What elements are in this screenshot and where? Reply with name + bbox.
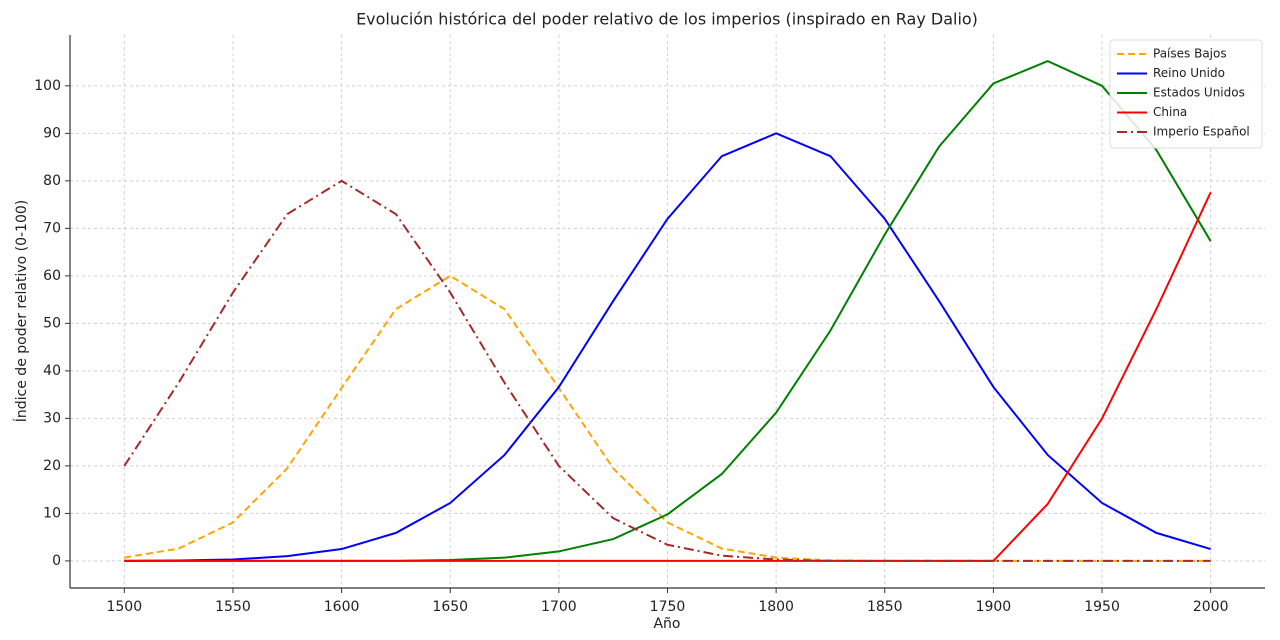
x-tick-label: 1500 [106, 599, 142, 615]
series-line [123, 179, 1211, 562]
x-tick-label: 1700 [541, 599, 577, 615]
legend-label: Estados Unidos [1153, 86, 1245, 100]
y-tick-label: 20 [43, 458, 61, 474]
legend-box [1109, 39, 1263, 149]
legend-label: Países Bajos [1153, 47, 1227, 61]
y-tick-label: 40 [43, 363, 61, 379]
y-tick-label: 50 [43, 315, 61, 331]
x-tick-label: 1950 [1084, 599, 1120, 615]
x-tick-label: 1550 [215, 599, 251, 615]
y-axis-label: Índice de poder relativo (0-100) [13, 200, 30, 422]
x-tick-label: 1600 [324, 599, 360, 615]
y-tick-label: 100 [34, 78, 61, 94]
x-tick-label: 1750 [650, 599, 686, 615]
series-line [124, 132, 1211, 562]
y-tick-label: 10 [43, 505, 61, 521]
legend-label: Imperio Español [1153, 125, 1250, 139]
y-tick-label: 90 [43, 125, 61, 141]
y-tick-label: 60 [43, 268, 61, 284]
x-tick-label: 2000 [1193, 599, 1229, 615]
x-tick-label: 1800 [758, 599, 794, 615]
x-tick-label: 1900 [976, 599, 1012, 615]
chart-title: Evolución histórica del poder relativo d… [356, 10, 978, 29]
series-line [124, 191, 1212, 562]
y-tick-label: 0 [52, 553, 61, 569]
x-tick-label: 1850 [867, 599, 903, 615]
x-tick-label: 1650 [432, 599, 468, 615]
legend-label: China [1153, 105, 1187, 119]
legend-label: Reino Unido [1153, 66, 1225, 80]
y-tick-label: 80 [43, 173, 61, 189]
y-tick-label: 70 [43, 220, 61, 236]
x-axis-label: Año [653, 616, 680, 632]
y-tick-label: 30 [43, 410, 61, 426]
